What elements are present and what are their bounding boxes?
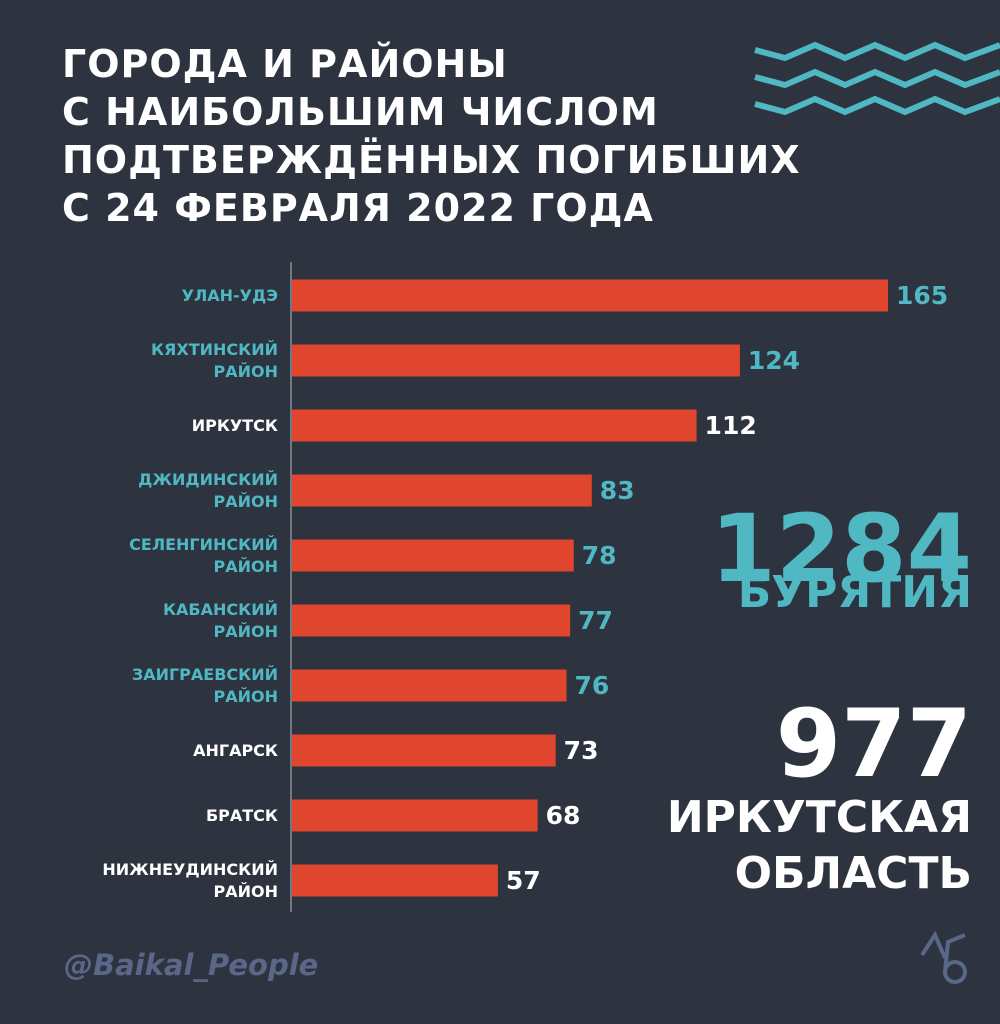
category-label: УЛАН-УДЭ — [181, 285, 278, 305]
bar — [292, 799, 538, 832]
value-label: 165 — [896, 280, 949, 310]
bar — [292, 409, 697, 442]
total-label: ИРКУТСКАЯ ОБЛАСТЬ — [666, 792, 972, 899]
category-label: АНГАРСК — [193, 740, 278, 760]
logo — [920, 930, 967, 984]
wave-decoration — [754, 41, 1000, 116]
bar — [292, 279, 888, 312]
value-label: 57 — [505, 865, 541, 895]
value-label: 68 — [545, 800, 581, 830]
bar — [292, 604, 571, 637]
category-label: КАБАНСКИЙ РАЙОН — [162, 599, 278, 641]
bar — [292, 669, 567, 702]
source: @Baikal_People — [64, 948, 319, 982]
bar — [292, 539, 574, 572]
value-label: 78 — [581, 540, 617, 570]
category-label: КЯХТИНСКИЙ РАЙОН — [150, 339, 278, 381]
bar — [292, 344, 740, 377]
category-label: ЗАИГРАЕВСКИЙ РАЙОН — [131, 664, 278, 706]
value-label: 76 — [574, 670, 610, 700]
category-label: НИЖНЕУДИНСКИЙ РАЙОН — [102, 859, 278, 901]
value-label: 83 — [599, 475, 635, 505]
value-label: 73 — [563, 735, 599, 765]
bar — [292, 474, 592, 507]
value-label: 112 — [704, 410, 757, 440]
category-label: ДЖИДИНСКИЙ РАЙОН — [138, 469, 278, 511]
bar — [292, 864, 498, 897]
title: ГОРОДА И РАЙОНЫ С НАИБОЛЬШИМ ЧИСЛОМ ПОДТ… — [62, 42, 801, 230]
category-label: БРАТСК — [205, 805, 278, 825]
category-label: СЕЛЕНГИНСКИЙ РАЙОН — [129, 534, 278, 576]
total-label: БУРЯТИЯ — [737, 567, 972, 618]
total-value: 1284 — [710, 495, 972, 604]
bar — [292, 734, 556, 767]
value-label: 77 — [578, 605, 613, 635]
value-label: 124 — [747, 345, 801, 375]
total-value: 977 — [775, 690, 972, 799]
category-label: ИРКУТСК — [191, 415, 278, 435]
